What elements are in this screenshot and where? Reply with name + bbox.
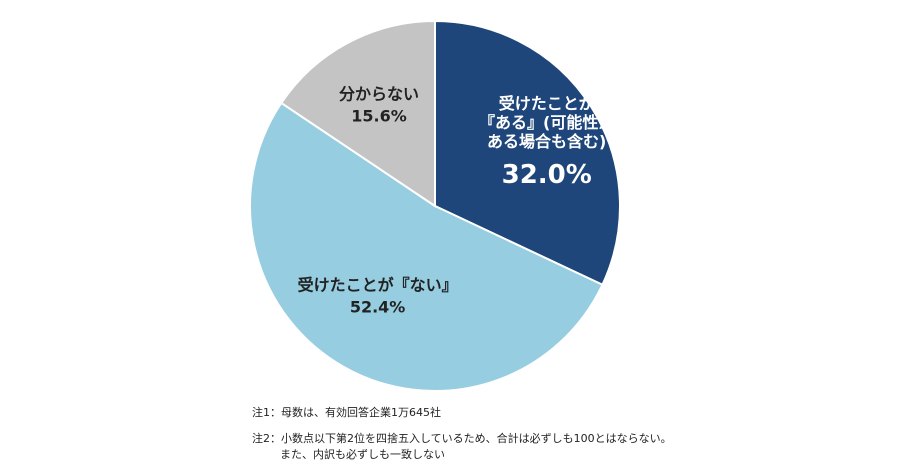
note-2-line-2: また、内訳も必ずしも一致しない [280,448,445,461]
slice-label-text: 受けたことが [499,94,595,113]
pie-slice-2 [249,101,604,392]
slice-label-text: 分からない [339,84,419,103]
slice-label-text: 受けたことが『ない』 [298,275,458,294]
slice-label-3: 分からない 15.6% [339,84,419,125]
slice-label-2: 受けたことが『ない』 52.4% [298,275,458,316]
slice-value-label: 32.0% [502,160,592,190]
slice-label-text: 『ある』(可能性が [479,113,614,132]
slice-label-text: ある場合も含む) [487,132,606,151]
chart-notes: 注1：母数は、有効回答企業1万645社 注2：小数点以下第2位を四捨五入している… [252,405,672,463]
slice-value-label: 52.4% [350,297,406,316]
pie-slice-3 [279,19,436,208]
pie-slice-1 [434,19,621,287]
pie-slices [249,19,621,392]
slice-value-label: 15.6% [351,106,407,125]
note-2-line-1: 注2：小数点以下第2位を四捨五入しているため、合計は必ずしも100とはならない。 [252,432,672,445]
note-1: 注1：母数は、有効回答企業1万645社 [252,406,441,419]
